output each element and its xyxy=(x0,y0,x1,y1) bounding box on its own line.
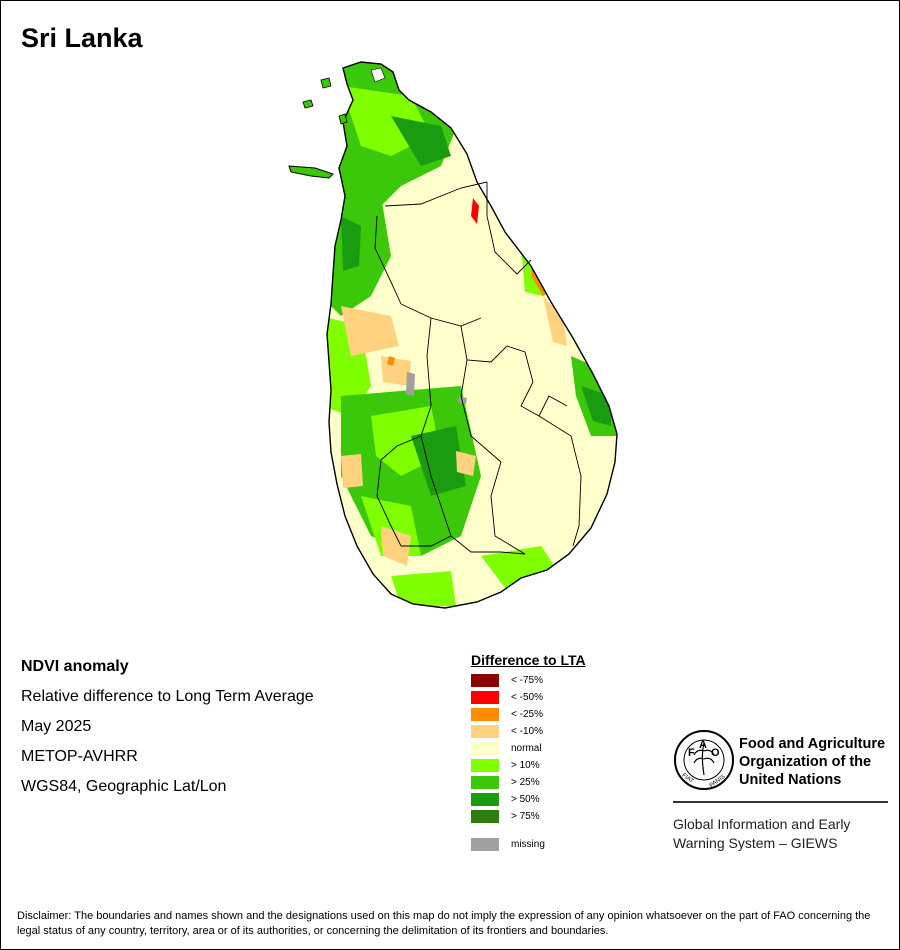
legend-item: < -10% xyxy=(471,724,543,738)
legend-swatch xyxy=(471,792,499,806)
legend-item: > 75% xyxy=(471,809,540,823)
fao-org-line: Food and Agriculture xyxy=(739,736,886,752)
disclaimer: Disclaimer: The boundaries and names sho… xyxy=(17,910,871,937)
ndvi-raster xyxy=(327,62,617,608)
jaffna-lagoon xyxy=(370,67,386,83)
legend-label: > 25% xyxy=(511,776,540,788)
fao-letter-o: O xyxy=(711,747,720,759)
product-sensor: METOP-AVHRR xyxy=(21,748,138,765)
legend-item: < -75% xyxy=(471,673,543,687)
legend-label: < -50% xyxy=(511,691,543,703)
legend-swatch xyxy=(471,741,499,755)
legend-label: normal xyxy=(511,742,542,754)
legend-swatch xyxy=(471,673,499,687)
legend-swatch xyxy=(471,707,499,721)
northern-islet xyxy=(320,77,332,89)
map-title: Sri Lanka xyxy=(21,23,143,53)
fao-emblem-icon: F A O FIAT PANIS xyxy=(674,730,734,790)
province-boundaries xyxy=(374,181,582,555)
legend-swatch xyxy=(471,724,499,738)
product-projection: WGS84, Geographic Lat/Lon xyxy=(21,778,227,795)
legend-item: < -25% xyxy=(471,707,543,721)
legend-swatch xyxy=(471,837,499,851)
fao-organization-name: Food and Agriculture Organization of the… xyxy=(739,735,885,789)
legend-label: > 50% xyxy=(511,793,540,805)
mannar-island xyxy=(288,165,334,179)
legend-item: < -50% xyxy=(471,690,543,704)
legend-item: > 10% xyxy=(471,758,540,772)
legend-label: < -25% xyxy=(511,708,543,720)
logo-divider xyxy=(673,801,888,803)
legend-item: > 25% xyxy=(471,775,540,789)
legend-swatch xyxy=(471,775,499,789)
northern-islet xyxy=(338,113,348,125)
legend-title: Difference to LTA xyxy=(471,652,586,668)
legend-label: > 75% xyxy=(511,810,540,822)
fao-letter-f: F xyxy=(688,747,695,759)
legend-label: < -75% xyxy=(511,674,543,686)
giews-name: Global Information and Early Warning Sys… xyxy=(673,815,850,853)
product-description: Relative difference to Long Term Average xyxy=(21,688,314,705)
legend-label: > 10% xyxy=(511,759,540,771)
giews-line: Global Information and Early xyxy=(673,816,851,832)
giews-line: Warning System – GIEWS xyxy=(673,835,838,851)
product-date: May 2025 xyxy=(21,718,92,735)
legend-swatch xyxy=(471,758,499,772)
legend-swatch xyxy=(471,809,499,823)
legend-label: missing xyxy=(511,838,545,850)
legend-item: > 50% xyxy=(471,792,540,806)
legend: Difference to LTA < -75% < -50% < -25% <… xyxy=(471,652,671,851)
fao-org-line: United Nations xyxy=(739,772,842,788)
legend-label: < -10% xyxy=(511,725,543,737)
fao-org-line: Organization of the xyxy=(739,754,872,770)
legend-item: normal xyxy=(471,741,542,755)
legend-item: missing xyxy=(471,837,545,851)
product-name: NDVI anomaly xyxy=(21,658,129,675)
northern-islet xyxy=(302,99,314,109)
sri-lanka-map xyxy=(288,61,618,609)
map-info: NDVI anomaly Relative difference to Long… xyxy=(21,657,314,807)
fao-letter-a: A xyxy=(699,739,707,751)
legend-swatch xyxy=(471,690,499,704)
